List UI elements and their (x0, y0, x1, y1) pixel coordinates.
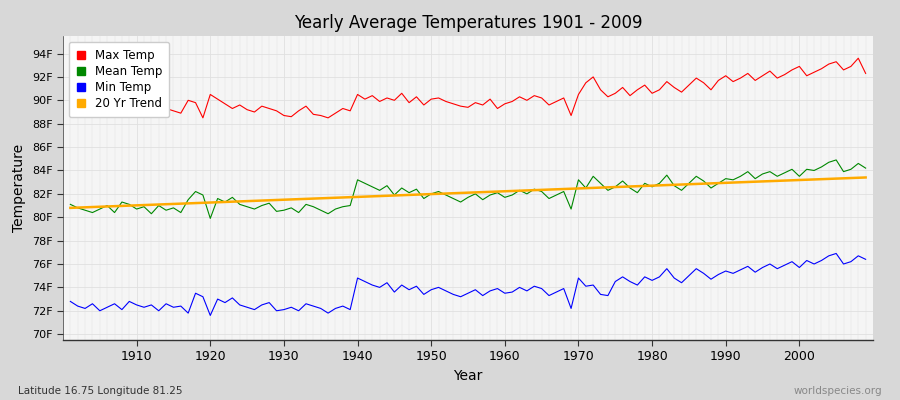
Text: Latitude 16.75 Longitude 81.25: Latitude 16.75 Longitude 81.25 (18, 386, 183, 396)
Title: Yearly Average Temperatures 1901 - 2009: Yearly Average Temperatures 1901 - 2009 (293, 14, 643, 32)
Y-axis label: Temperature: Temperature (13, 144, 26, 232)
X-axis label: Year: Year (454, 369, 482, 383)
Text: worldspecies.org: worldspecies.org (794, 386, 882, 396)
Legend: Max Temp, Mean Temp, Min Temp, 20 Yr Trend: Max Temp, Mean Temp, Min Temp, 20 Yr Tre… (69, 42, 169, 117)
